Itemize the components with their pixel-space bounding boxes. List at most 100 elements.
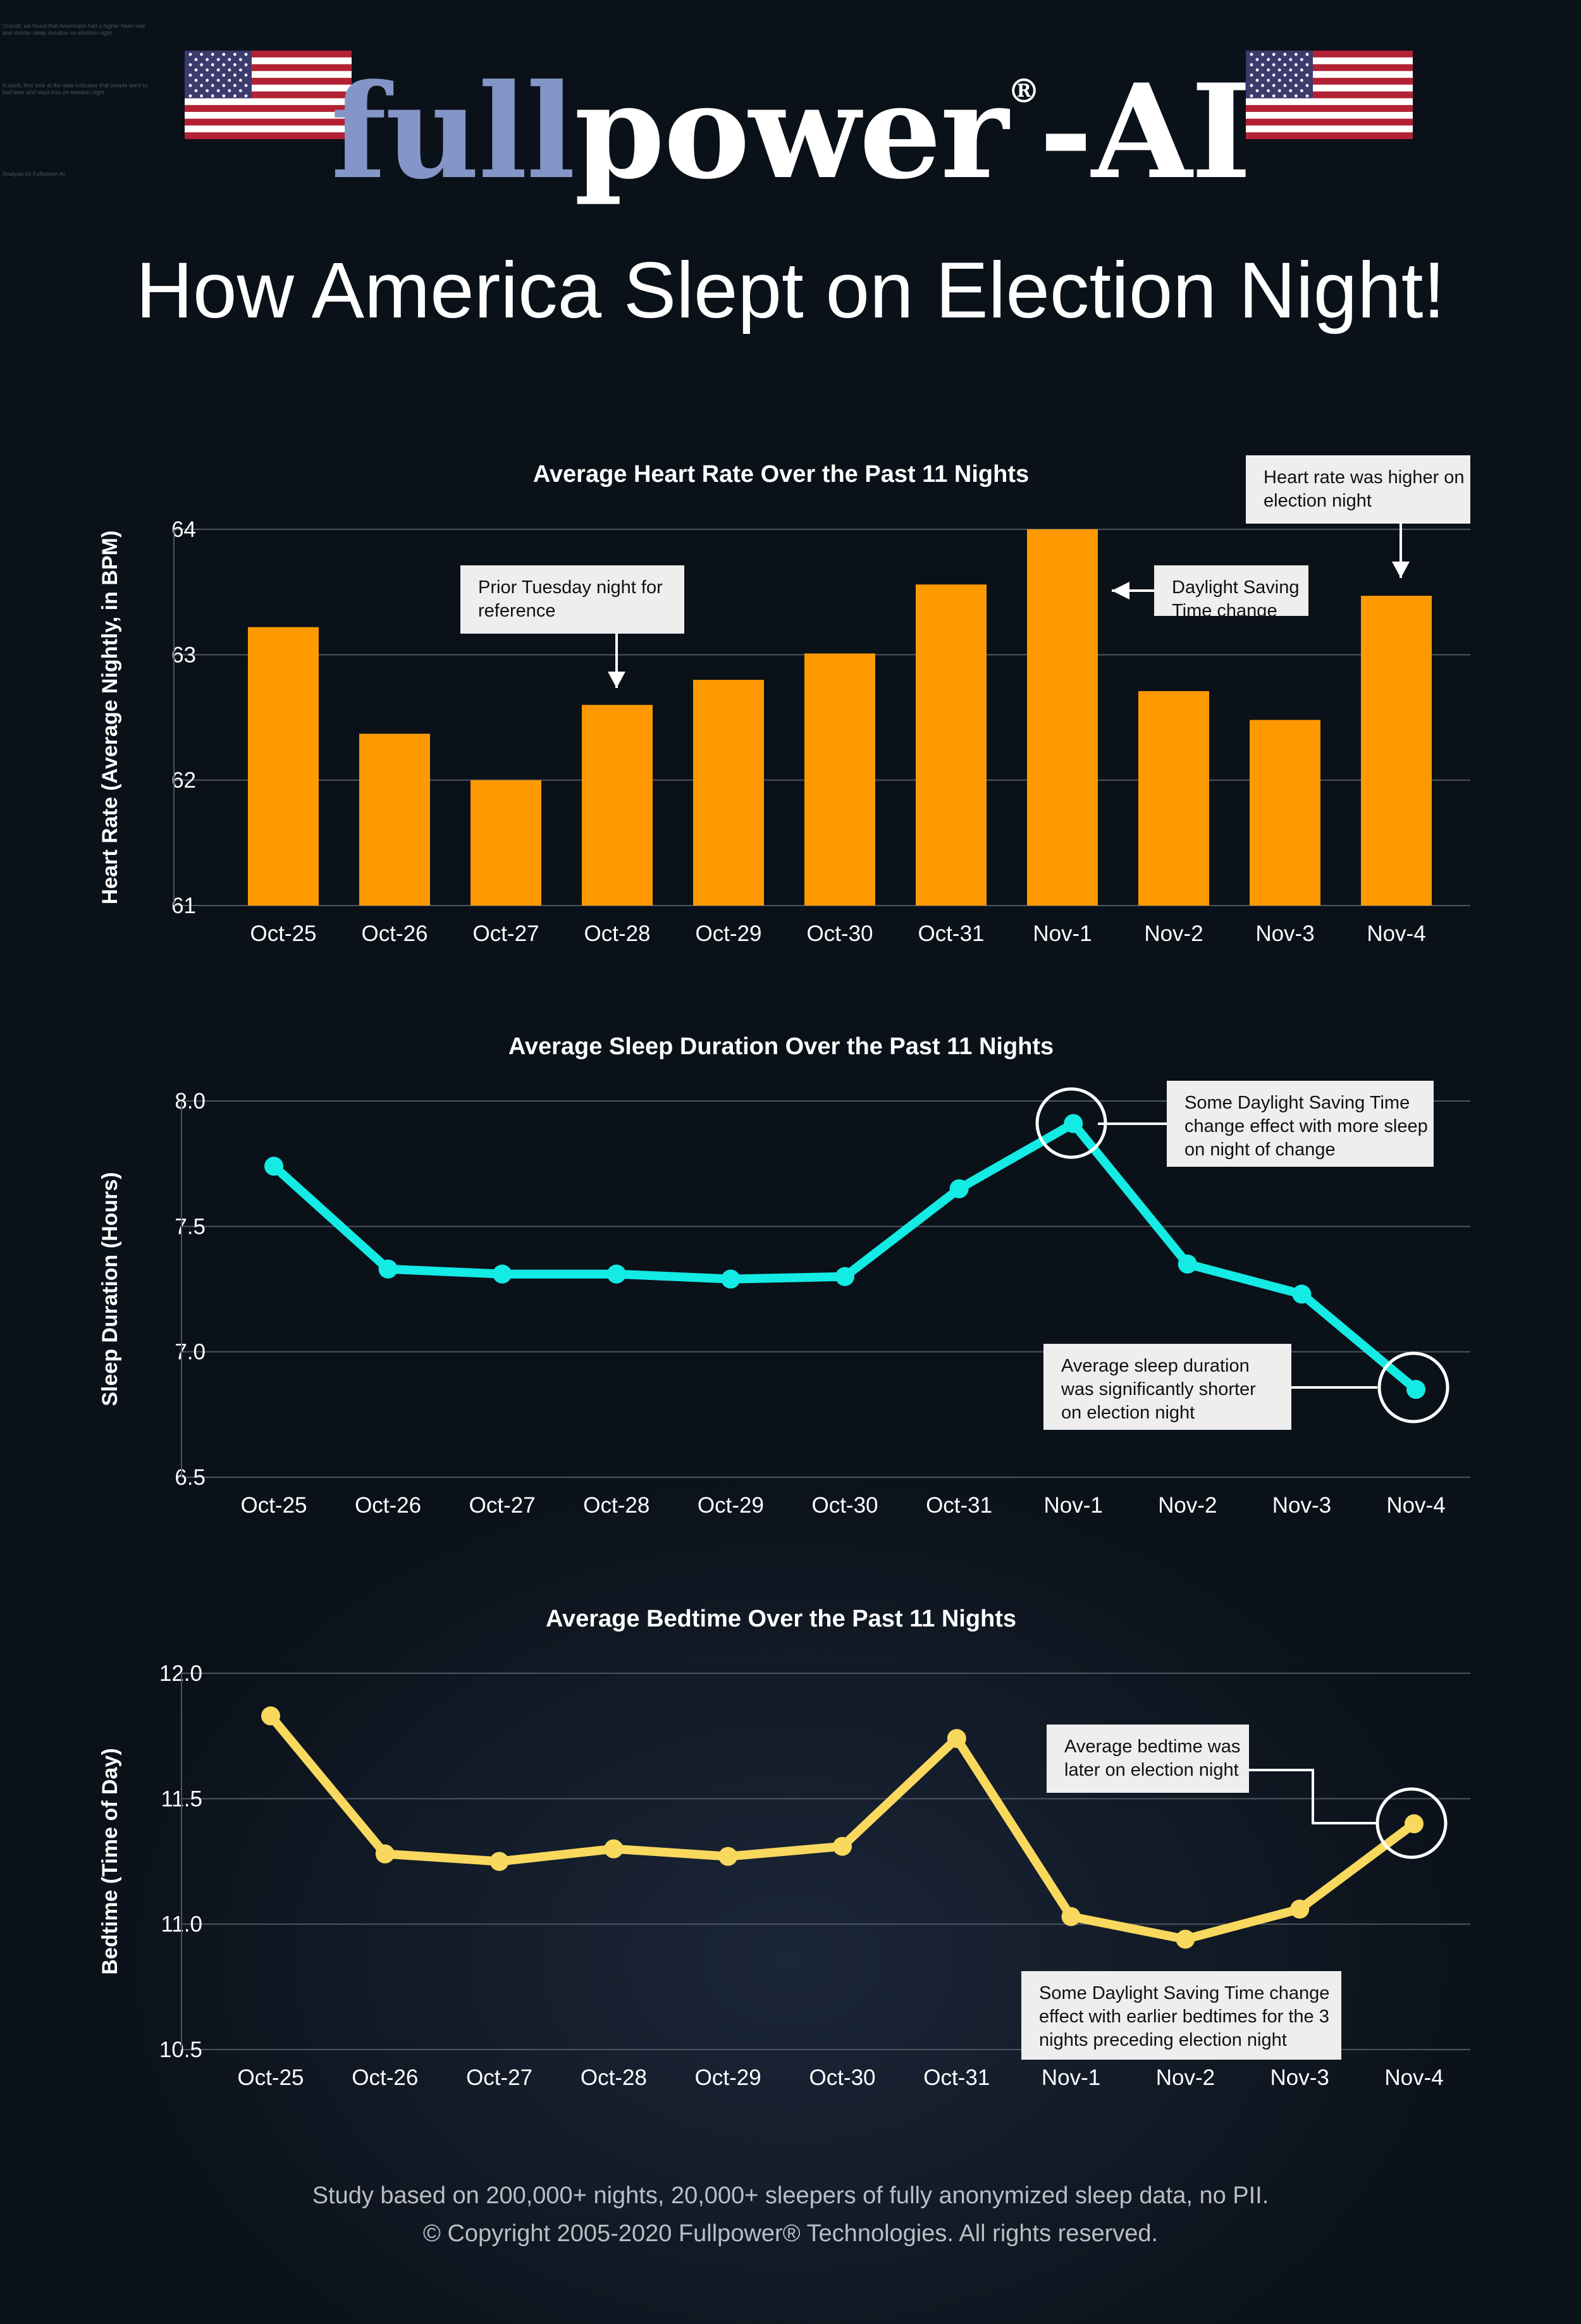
flag-stripe	[185, 84, 352, 92]
callout-ring	[1377, 1351, 1449, 1423]
y-tick-label: 64	[171, 517, 196, 542]
bar-oct-28	[582, 704, 653, 906]
x-tick-label: Oct-25	[250, 921, 316, 946]
flag-star	[194, 68, 198, 71]
callout-arrow-head	[1112, 582, 1129, 599]
flag-star	[1277, 58, 1281, 61]
data-point-nov-3	[1292, 1284, 1312, 1304]
callout-text: Some Daylight Saving Time change	[1039, 1983, 1329, 2003]
flag-star	[1300, 89, 1303, 92]
flag-stripe	[185, 105, 352, 113]
callout: Daylight Saving Time change	[1112, 565, 1308, 621]
page-title: How America Slept on Election Night!	[135, 247, 1446, 335]
heart-rate-chart: Average Heart Rate Over the Past 11 Nigh…	[98, 455, 1470, 946]
data-point-oct-27	[489, 1852, 509, 1871]
data-point-oct-28	[606, 1264, 626, 1284]
callout-text: change effect with more sleep	[1184, 1116, 1428, 1136]
flag-star	[239, 58, 242, 61]
flag-star	[200, 73, 203, 77]
flag-star	[228, 68, 231, 71]
data-point-oct-28	[604, 1839, 624, 1859]
flag-star	[1277, 78, 1281, 82]
x-tick-label: Oct-31	[923, 2065, 990, 2090]
flag-star	[188, 94, 192, 97]
flag-star	[1295, 73, 1298, 77]
y-tick-label: 7.5	[175, 1214, 206, 1239]
x-tick-label: Oct-25	[240, 1493, 307, 1518]
brand-logo: fullpower®-AI	[0, 19, 1581, 205]
data-point-oct-29	[718, 1847, 738, 1866]
flag-stripe	[1246, 84, 1413, 92]
flag-star	[1261, 52, 1264, 56]
bar-nov-4	[1361, 596, 1432, 906]
x-tick-label: Nov-1	[1042, 2065, 1100, 2090]
flag-stripe	[185, 51, 352, 58]
x-tick-label: Oct-27	[472, 921, 539, 946]
flag-star	[1267, 58, 1270, 61]
bar-oct-25	[248, 627, 319, 906]
flag-star	[188, 63, 192, 66]
flag-stripe	[1246, 111, 1413, 120]
flag-stripe	[185, 111, 352, 120]
callout-text: was significantly shorter	[1061, 1379, 1256, 1399]
flag-star	[194, 89, 198, 92]
flag-star	[216, 68, 220, 71]
x-tick-label: Oct-26	[355, 1493, 421, 1518]
x-tick-label: Oct-28	[583, 1493, 649, 1518]
bar-oct-31	[916, 584, 987, 906]
y-tick-label: 12.0	[159, 1661, 202, 1686]
flag-star	[1289, 89, 1293, 92]
callout-arrow-head	[1392, 562, 1410, 578]
flag-star	[1267, 89, 1270, 92]
x-tick-label: Oct-31	[918, 921, 984, 946]
callout-text: nights preceding election night	[1039, 2030, 1287, 2050]
chart-title: Average Sleep Duration Over the Past 11 …	[508, 1033, 1054, 1060]
flag-stripe	[1246, 132, 1413, 139]
y-tick-label: 61	[171, 894, 196, 918]
flag-star	[239, 78, 242, 82]
flag-star	[200, 83, 203, 87]
x-tick-label: Nov-1	[1044, 1493, 1103, 1518]
flag-stripe	[1246, 78, 1413, 85]
corner-note-2: A quick, first look at the data indicate…	[3, 82, 148, 95]
flag-stripe	[185, 57, 352, 65]
flag-star	[1295, 83, 1298, 87]
bar-oct-26	[359, 734, 430, 906]
flag-star	[1250, 63, 1253, 66]
data-point-oct-31	[949, 1179, 969, 1198]
flag-star	[1305, 63, 1309, 66]
callout-box	[1047, 1725, 1249, 1793]
flag-star	[1283, 94, 1287, 97]
callout-text: reference	[478, 601, 556, 621]
flag-star	[1267, 78, 1270, 82]
flag-star	[1255, 58, 1259, 61]
flag-star	[211, 83, 214, 87]
flag-star	[1305, 94, 1309, 97]
flag-stripe	[1246, 51, 1413, 58]
callout-text: Average bedtime was	[1064, 1737, 1240, 1757]
flag-star	[188, 83, 192, 87]
chart-title: Average Heart Rate Over the Past 11 Nigh…	[533, 461, 1029, 488]
flag-star	[211, 94, 214, 97]
data-point-oct-26	[375, 1844, 395, 1864]
flag-star	[200, 63, 203, 66]
flag-star	[244, 94, 248, 97]
flag-star	[244, 83, 248, 87]
x-tick-label: Oct-29	[698, 1493, 764, 1518]
flag-stripe	[1246, 71, 1413, 78]
bar-oct-29	[693, 680, 764, 906]
callout-box	[1167, 1081, 1434, 1167]
flag-star	[222, 83, 226, 87]
flag-star	[222, 94, 226, 97]
flag-star	[222, 52, 226, 56]
flag-star	[216, 78, 220, 82]
callout-text: on election night	[1061, 1403, 1195, 1423]
flag-star	[216, 58, 220, 61]
data-point-nov-4	[1405, 1814, 1424, 1833]
x-tick-label: Nov-1	[1033, 921, 1092, 946]
flag-star	[1277, 68, 1281, 71]
x-tick-label: Oct-29	[695, 2065, 761, 2090]
flag-star	[1250, 73, 1253, 77]
brand-registered-mark: ®	[1007, 72, 1040, 111]
flag-star	[1267, 68, 1270, 71]
